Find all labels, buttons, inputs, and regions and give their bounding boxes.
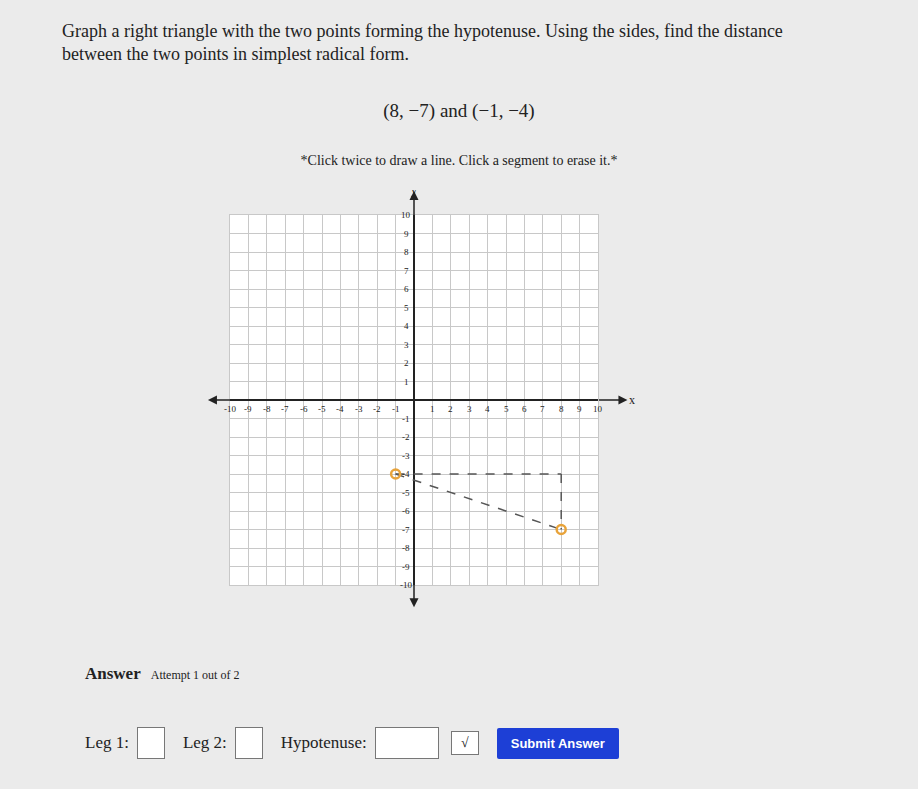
svg-text:7: 7: [540, 404, 545, 414]
svg-text:x: x: [629, 393, 635, 407]
svg-text:1: 1: [404, 377, 409, 387]
html-text:*Click twice to draw a line. C: *Click twice to draw a line. Click a seg…: [300, 153, 618, 168]
svg-text:-7: -7: [281, 404, 289, 414]
svg-text:5: 5: [404, 303, 409, 313]
svg-text:8: 8: [404, 247, 409, 257]
svg-text:3: 3: [467, 404, 472, 414]
svg-text:9: 9: [577, 404, 582, 414]
html-text:(8, −7) and (−1, −4): (8, −7) and (−1, −4): [383, 100, 535, 121]
svg-text:-2: -2: [402, 432, 410, 442]
svg-text:8: 8: [559, 404, 564, 414]
svg-text:10: 10: [593, 404, 603, 414]
html-text:Attempt 1 out of 2: Attempt 1 out of 2: [150, 668, 240, 682]
svg-text:1: 1: [430, 404, 435, 414]
svg-text:4: 4: [485, 404, 490, 414]
svg-text:3: 3: [404, 340, 409, 350]
svg-text:-5: -5: [402, 488, 410, 498]
svg-text:4: 4: [404, 321, 409, 331]
svg-text:-8: -8: [263, 404, 271, 414]
svg-text:-4: -4: [336, 404, 344, 414]
svg-text:-1: -1: [392, 404, 400, 414]
svg-text:-6: -6: [300, 404, 308, 414]
svg-text:-8: -8: [402, 543, 410, 553]
svg-text:7: 7: [404, 266, 409, 276]
svg-text:6: 6: [522, 404, 527, 414]
svg-text:2: 2: [448, 404, 453, 414]
html-text:Answer: Answer: [85, 664, 141, 683]
html-text:Hypotenuse:: Hypotenuse:: [280, 733, 367, 752]
svg-text:6: 6: [404, 284, 409, 294]
svg-text:10: 10: [401, 210, 411, 220]
svg-text:5: 5: [504, 404, 509, 414]
html-text:between the two points in simp: between the two points in simplest radic…: [62, 44, 409, 64]
svg-text:-5: -5: [318, 404, 326, 414]
svg-text:-7: -7: [402, 525, 410, 535]
svg-text:-10: -10: [224, 404, 236, 414]
html-text:Leg 1:: Leg 1:: [85, 733, 129, 752]
svg-text:-10: -10: [400, 580, 412, 590]
svg-text:-9: -9: [244, 404, 252, 414]
svg-text:2: 2: [404, 358, 409, 368]
svg-text:-3: -3: [355, 404, 363, 414]
svg-text:9: 9: [404, 229, 409, 239]
html-text:Graph a right triangle with th: Graph a right triangle with the two poin…: [62, 21, 783, 41]
svg-text:-2: -2: [373, 404, 381, 414]
svg-text:-3: -3: [402, 451, 410, 461]
svg-text:-9: -9: [402, 562, 410, 572]
svg-text:y: y: [411, 190, 417, 197]
svg-text:-4: -4: [402, 469, 410, 479]
html-text:Submit Answer: Submit Answer: [510, 735, 605, 751]
svg-text:-1: -1: [402, 414, 410, 424]
svg-text:-6: -6: [402, 506, 410, 516]
html-text:Leg 2:: Leg 2:: [182, 733, 227, 752]
